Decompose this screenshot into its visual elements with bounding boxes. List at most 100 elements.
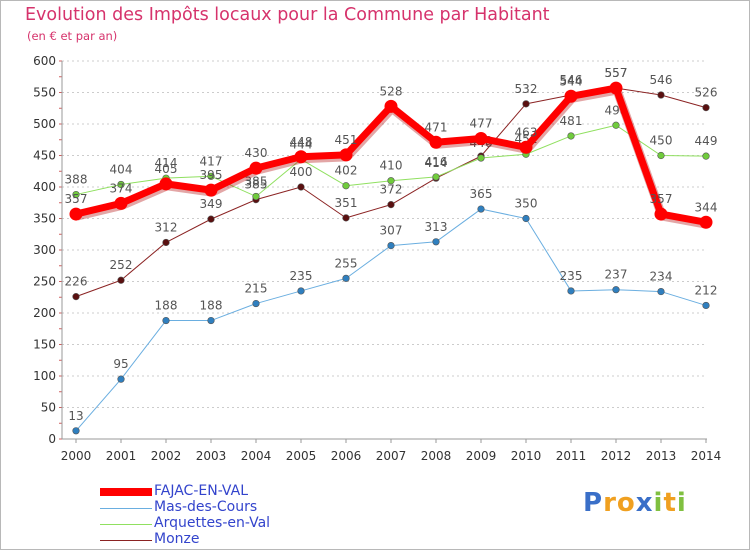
- data-point-monze: [207, 215, 215, 223]
- logo-letter-r: r: [603, 488, 617, 518]
- data-label-mas-des-cours: 350: [515, 197, 538, 211]
- chart-title: Evolution des Impôts locaux pour la Comm…: [25, 5, 550, 25]
- data-label-monze: 252: [110, 258, 133, 272]
- y-tick-label: 400: [33, 180, 56, 194]
- data-point-arquettes-en-val: [387, 177, 395, 185]
- data-point-mas-des-cours: [387, 241, 395, 250]
- data-label-monze: 546: [650, 73, 673, 87]
- data-point-arquettes-en-val: [72, 190, 80, 199]
- data-label-mas-des-cours: 188: [155, 299, 178, 313]
- data-point-mas-des-cours: [117, 375, 125, 383]
- data-label-fajac-en-val: 471: [425, 120, 448, 134]
- y-tick-label: 300: [33, 243, 56, 257]
- data-label-arquettes-en-val: 417: [200, 154, 223, 168]
- data-label-mas-des-cours: 235: [560, 269, 583, 283]
- data-label-monze: 557: [605, 66, 628, 80]
- x-tick-label: 2014: [691, 449, 722, 463]
- data-label-monze: 532: [515, 82, 538, 96]
- data-label-mas-des-cours: 235: [290, 269, 313, 283]
- data-point-monze: [522, 100, 530, 108]
- data-label-fajac-en-val: 395: [200, 168, 223, 182]
- data-label-fajac-en-val: 448: [290, 135, 313, 149]
- data-point-fajac-en-val: [69, 207, 83, 221]
- logo-letter-p: P: [583, 488, 604, 518]
- data-point-fajac-en-val: [339, 148, 353, 162]
- data-label-monze: 349: [200, 197, 223, 211]
- data-label-arquettes-en-val: 414: [155, 156, 178, 170]
- data-label-fajac-en-val: 344: [695, 200, 718, 214]
- x-tick-label: 2013: [646, 449, 677, 463]
- legend-label-arquettes-en-val: Arquettes-en-Val: [154, 515, 271, 531]
- data-label-fajac-en-val: 544: [560, 74, 583, 88]
- x-tick-label: 2001: [106, 449, 137, 463]
- data-point-mas-des-cours: [342, 274, 350, 282]
- data-label-mas-des-cours: 255: [335, 256, 358, 270]
- data-point-arquettes-en-val: [657, 151, 665, 160]
- data-label-mas-des-cours: 188: [200, 299, 223, 313]
- data-point-fajac-en-val: [609, 81, 623, 95]
- data-point-fajac-en-val: [249, 161, 263, 175]
- y-tick-label: 0: [48, 432, 56, 446]
- data-label-fajac-en-val: 557: [605, 66, 628, 80]
- y-tick-label: 200: [33, 306, 56, 320]
- logo-letter-t: t: [663, 488, 677, 518]
- legend-swatch-fajac-en-val: [100, 488, 152, 496]
- data-label-fajac-en-val: 357: [65, 192, 88, 206]
- y-tick-label: 150: [33, 338, 56, 352]
- logo-letter-x: x: [635, 488, 654, 518]
- data-label-mas-des-cours: 237: [605, 268, 628, 282]
- data-point-arquettes-en-val: [702, 152, 710, 160]
- data-label-mas-des-cours: 212: [695, 283, 718, 297]
- y-tick-label: 100: [33, 369, 56, 383]
- data-label-monze: 372: [380, 183, 403, 197]
- y-tick-label: 550: [33, 86, 56, 100]
- legend-swatch-monze: [100, 540, 152, 541]
- data-label-arquettes-en-val: 449: [695, 134, 718, 148]
- x-tick-label: 2012: [601, 449, 632, 463]
- data-label-monze: 351: [335, 196, 358, 210]
- data-point-arquettes-en-val: [432, 173, 440, 181]
- data-label-arquettes-en-val: 410: [380, 159, 403, 173]
- data-label-arquettes-en-val: 388: [65, 173, 88, 187]
- x-tick-label: 2005: [286, 449, 317, 463]
- x-tick-label: 2004: [241, 449, 272, 463]
- data-point-mas-des-cours: [702, 301, 710, 310]
- data-point-fajac-en-val: [384, 99, 398, 113]
- data-point-fajac-en-val: [114, 196, 128, 210]
- data-label-fajac-en-val: 405: [155, 162, 178, 176]
- data-label-mas-des-cours: 95: [113, 357, 128, 371]
- data-label-arquettes-en-val: 444: [290, 137, 313, 151]
- data-point-fajac-en-val: [699, 215, 713, 229]
- x-tick-label: 2010: [511, 449, 542, 463]
- data-point-mas-des-cours: [567, 287, 575, 295]
- x-tick-label: 2011: [556, 449, 587, 463]
- data-label-monze: 526: [695, 86, 718, 100]
- data-point-monze: [117, 276, 125, 284]
- data-point-fajac-en-val: [429, 135, 443, 149]
- data-point-fajac-en-val: [294, 150, 308, 164]
- legend-label-mas-des-cours: Mas-des-Cours: [154, 499, 258, 515]
- data-point-arquettes-en-val: [117, 180, 125, 189]
- legend-swatch-mas-des-cours: [100, 508, 152, 509]
- data-point-fajac-en-val: [159, 177, 173, 191]
- data-label-arquettes-en-val: 416: [425, 155, 448, 169]
- data-point-arquettes-en-val: [207, 172, 215, 180]
- data-point-arquettes-en-val: [342, 182, 350, 190]
- y-tick-label: 600: [33, 54, 56, 68]
- data-label-mas-des-cours: 307: [380, 224, 403, 238]
- x-tick-label: 2008: [421, 449, 452, 463]
- data-point-monze: [342, 214, 350, 222]
- data-label-arquettes-en-val: 481: [560, 114, 583, 128]
- y-tick-label: 450: [33, 149, 56, 163]
- x-tick-label: 2007: [376, 449, 407, 463]
- data-label-monze: 226: [65, 275, 88, 289]
- data-label-monze: 414: [425, 156, 448, 170]
- data-label-fajac-en-val: 357: [650, 192, 673, 206]
- data-label-arquettes-en-val: 404: [110, 162, 133, 176]
- proxiti-logo: Proxiti: [583, 488, 687, 518]
- legend-label-fajac-en-val: FAJAC-EN-VAL: [154, 483, 248, 499]
- logo-letter-i: i: [676, 488, 687, 518]
- x-tick-label: 2000: [61, 449, 92, 463]
